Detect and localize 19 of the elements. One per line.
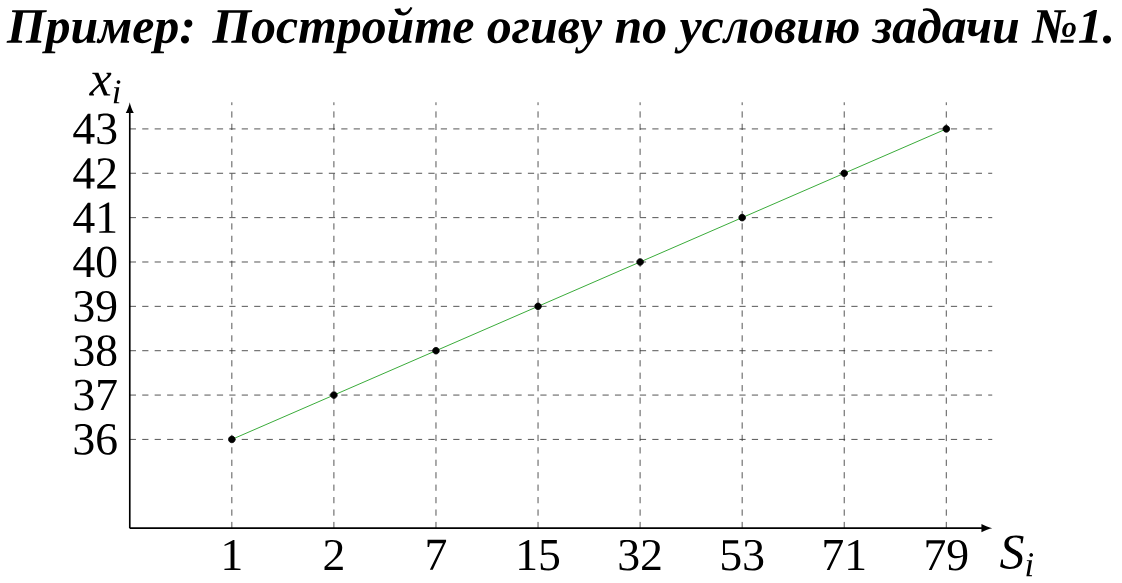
x-axis-title: S$_{i}$ (1000, 535, 1034, 577)
x-tick-label: 7 (427, 539, 447, 570)
y-tick-label: 43 (73, 113, 117, 145)
x-tick-label: 79 (926, 539, 968, 571)
y-tick-label: 42 (73, 158, 116, 189)
y-tick-label: 38 (74, 335, 117, 367)
x-tick-label: 53 (722, 539, 764, 571)
x-tick-label: 71 (824, 539, 865, 570)
y-tick-label: 41 (73, 202, 116, 233)
y-tick-label: 40 (73, 246, 117, 278)
x-tick-label: 15 (519, 539, 560, 571)
chart-title: Пример: Постройте огиву по условию задачи №1. (6, 6, 1112, 54)
y-tick-label: 37 (74, 379, 117, 411)
x-tick-label: 32 (619, 539, 661, 571)
x-tick-label: 1 (224, 539, 241, 570)
y-tick-label: 36 (74, 424, 117, 455)
y-axis-title: x$_{i}$ (89, 72, 121, 104)
x-tick-label: 2 (324, 539, 343, 571)
y-tick-label: 39 (74, 290, 117, 322)
